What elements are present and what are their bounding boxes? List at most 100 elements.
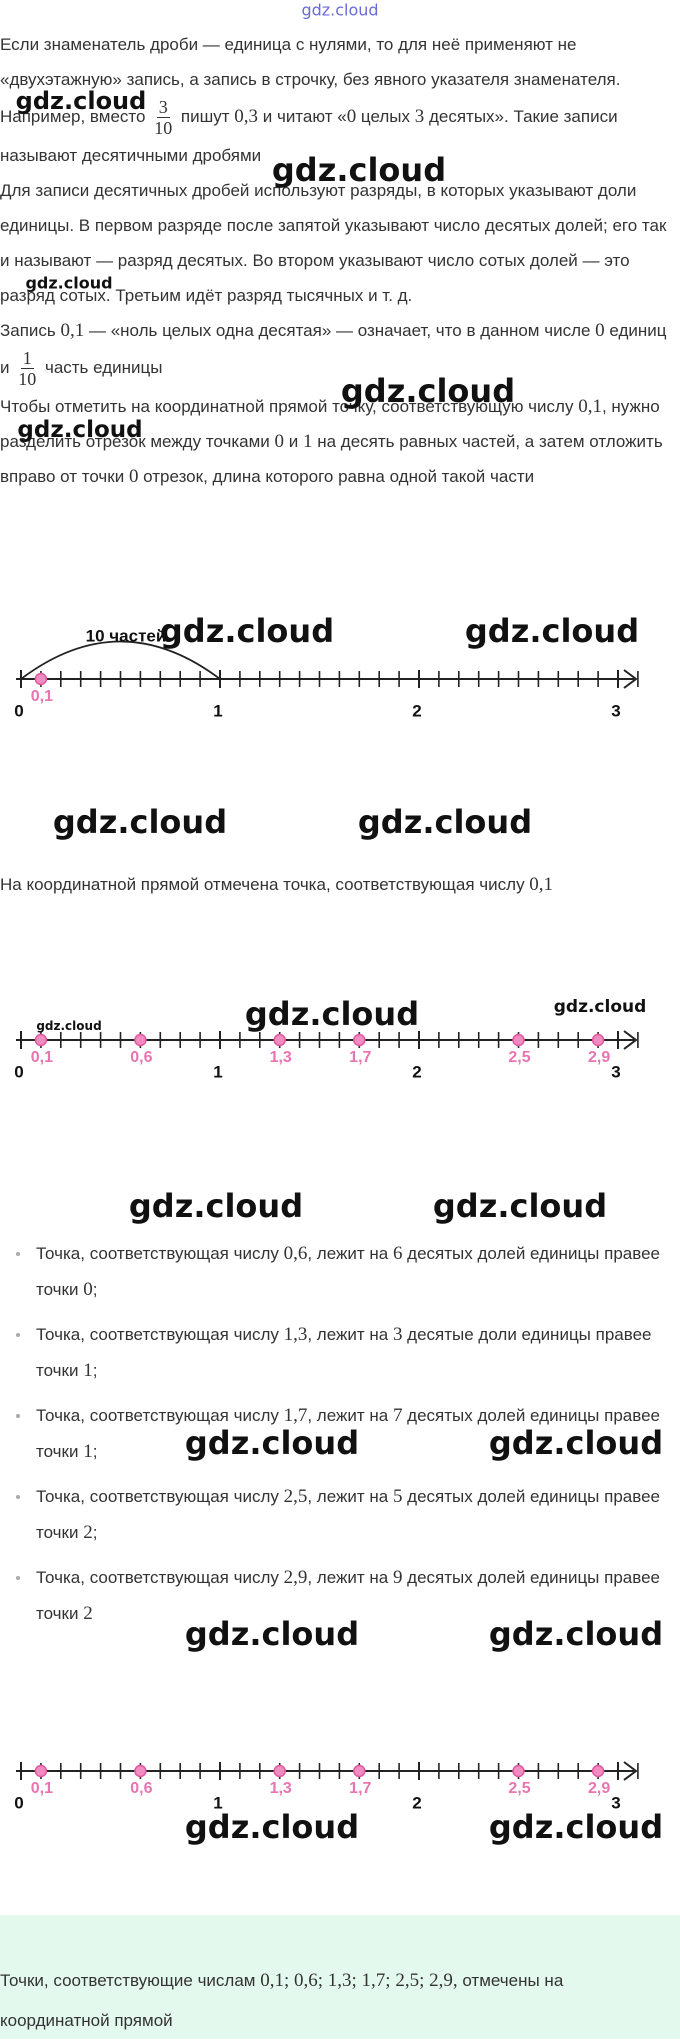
math: 1	[83, 1360, 93, 1381]
tick-label: 0	[14, 701, 23, 720]
text-run: ;	[92, 1361, 98, 1380]
number-line: 0 1 2 3 0,1 0,6 1,3 1,7 2,5 2,9	[14, 1030, 639, 1081]
text-run: ;	[92, 1523, 98, 1542]
text-run: Чтобы отметить на координатной прямой то…	[0, 397, 579, 416]
math: 0	[346, 105, 357, 127]
point	[134, 1764, 147, 1778]
math: 0,1	[529, 874, 554, 895]
text-run: , лежит на	[307, 1568, 393, 1587]
text-run: , лежит на	[307, 1406, 393, 1425]
math: 0	[83, 1279, 93, 1300]
denominator: 10	[18, 369, 37, 389]
text-run: и читают «	[258, 106, 347, 126]
math: 7	[392, 1405, 403, 1426]
text-run: десятых долей единицы правее точки	[36, 1406, 660, 1461]
bullet-item: Точка, соответствующая числу 0,6, лежит …	[0, 1236, 680, 1308]
math: 1,3	[283, 1324, 308, 1345]
tick-label: 3	[611, 1062, 620, 1081]
tick-label: 0	[14, 1793, 23, 1812]
math: 2	[83, 1522, 93, 1543]
text-run: , лежит на	[307, 1487, 393, 1506]
conclusion-box: Точки, соответствующие числам 0,1; 0,6; …	[0, 1915, 680, 2039]
point-label: 0,6	[130, 1049, 152, 1066]
math: 2	[83, 1603, 93, 1624]
point-label: 1,7	[349, 1049, 371, 1066]
text-run: Точка, соответствующая числу	[36, 1568, 284, 1587]
math: 1	[83, 1441, 93, 1462]
denominator: 10	[154, 118, 173, 138]
bullet-item: Точка, соответствующая числу 1,3, лежит …	[0, 1317, 680, 1389]
math: 2,9	[283, 1567, 308, 1588]
point	[273, 1764, 286, 1778]
math: 5	[392, 1486, 403, 1507]
math: 3	[392, 1324, 403, 1345]
text-run: — «ноль целых одна десятая» — означает, …	[84, 321, 596, 340]
bullet-item: Точка, соответствующая числу 2,9, лежит …	[0, 1560, 680, 1632]
arc-label: 10 частей	[86, 626, 167, 645]
text-run: десятых». Такие записи называют десятичн…	[0, 106, 618, 165]
point-label: 0,1	[31, 688, 53, 705]
watermark: gdz.cloud	[432, 1187, 608, 1225]
text-run: Для записи десятичных дробей используют …	[0, 181, 667, 305]
watermark: gdz.cloud	[301, 0, 379, 20]
math: 0	[274, 431, 285, 452]
arc	[20, 640, 221, 680]
text-run: , нужно разделить отрезок между точками	[0, 397, 660, 451]
text-run: на десять равных частей, а затем отложит…	[0, 432, 663, 486]
point-label: 2,9	[588, 1780, 610, 1797]
tick-label: 1	[213, 1062, 222, 1081]
tick-label: 2	[412, 1793, 421, 1812]
math: 0	[128, 466, 139, 487]
numerator: 1	[20, 348, 34, 369]
math: 0,1	[578, 396, 602, 417]
point	[134, 1033, 147, 1047]
text-run: Точки, соответствующие числам	[0, 1971, 261, 1990]
conclusion-text: Точки, соответствующие числам 0,1; 0,6; …	[0, 1961, 600, 2041]
paragraph: Если знаменатель дроби — единица с нулям…	[0, 27, 680, 173]
tick-label: 0	[14, 1062, 23, 1081]
arrow-head	[623, 669, 638, 689]
text-run: отмечены на координатной прямой	[0, 1971, 564, 2030]
text-run: Точка, соответствующая числу	[36, 1487, 284, 1506]
point	[591, 1033, 605, 1047]
point-label: 2,5	[508, 1780, 530, 1797]
tick-label: 1	[213, 701, 222, 720]
text-run: , лежит на	[307, 1325, 393, 1344]
math: 1,7	[283, 1405, 308, 1426]
bullet-item: Точка, соответствующая числу 1,7, лежит …	[0, 1398, 680, 1470]
point	[273, 1033, 286, 1047]
arrow-head	[623, 1030, 638, 1050]
text-run: и	[284, 432, 303, 451]
text-run: ;	[92, 1280, 98, 1299]
tick-label: 2	[412, 701, 421, 720]
point	[34, 1764, 48, 1778]
watermark: gdz.cloud	[128, 1187, 304, 1225]
math: 2,5	[283, 1486, 308, 1507]
text-run: Если знаменатель дроби — единица с нулям…	[0, 35, 621, 126]
math: 9	[392, 1567, 403, 1588]
point	[34, 1033, 48, 1047]
bullet-item: Точка, соответствующая числу 2,5, лежит …	[0, 1479, 680, 1551]
text-run: десятых долей единицы правее точки	[36, 1244, 660, 1299]
point	[34, 672, 48, 686]
tick-label: 1	[213, 1793, 222, 1812]
math: 0	[595, 320, 605, 341]
text-run: Точка, соответствующая числу	[36, 1325, 284, 1344]
math: 3	[414, 105, 425, 127]
math: 1	[302, 431, 313, 452]
number-line: 0 1 2 3 10 частей 0,1	[14, 626, 639, 720]
paragraph: Чтобы отметить на координатной прямой то…	[0, 389, 680, 494]
point-label: 1,3	[270, 1049, 292, 1066]
point-label: 0,1	[31, 1049, 53, 1066]
tick-label: 2	[412, 1062, 421, 1081]
point-label: 2,9	[588, 1049, 610, 1066]
watermark: gdz.cloud	[52, 803, 228, 841]
watermark: gdz.cloud	[357, 803, 533, 841]
text-run: Точка, соответствующая числу	[36, 1244, 284, 1263]
point	[353, 1033, 366, 1047]
point	[591, 1764, 605, 1778]
arrow-head	[623, 1761, 638, 1781]
point	[512, 1764, 525, 1778]
text-run: Точка, соответствующая числу	[36, 1406, 284, 1425]
